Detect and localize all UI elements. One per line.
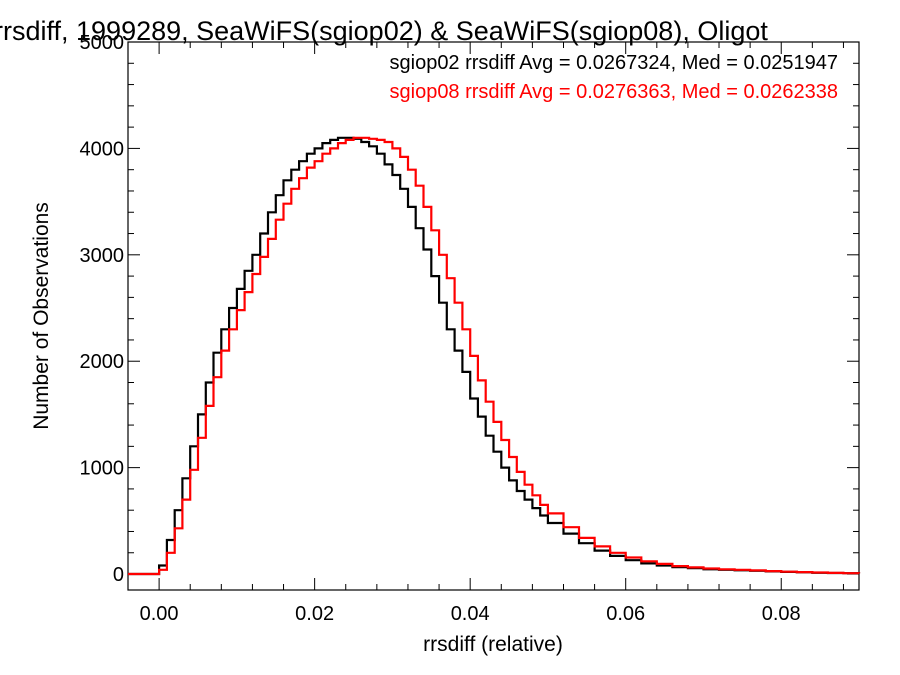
series-line-sgiop02 bbox=[128, 136, 861, 576]
x-tick-label: 0.08 bbox=[762, 603, 801, 625]
legend-entry-sgiop08: sgiop08 rrsdiff Avg = 0.0276363, Med = 0… bbox=[390, 81, 839, 103]
x-tick-label: 0.02 bbox=[295, 603, 334, 625]
y-tick-label: 2000 bbox=[80, 351, 125, 373]
x-tick-label: 0.04 bbox=[451, 603, 490, 625]
y-tick-label: 5000 bbox=[80, 32, 125, 54]
y-tick-label: 3000 bbox=[80, 245, 125, 267]
y-tick-label: 0 bbox=[113, 564, 124, 586]
legend-entry-sgiop02: sgiop02 rrsdiff Avg = 0.0267324, Med = 0… bbox=[390, 52, 839, 74]
x-tick-label: 0.06 bbox=[606, 603, 645, 625]
y-axis-label: Number of Observations bbox=[30, 202, 53, 430]
series-lines bbox=[128, 136, 861, 576]
chart-title: rrsdiff, 1999289, SeaWiFS(sgiop02) & Sea… bbox=[0, 16, 768, 46]
y-tick-label: 1000 bbox=[80, 458, 125, 480]
y-axis-ticks bbox=[128, 41, 859, 575]
plot-frame bbox=[127, 41, 860, 591]
y-tick-label: 4000 bbox=[80, 138, 125, 160]
series-line-sgiop08 bbox=[128, 136, 861, 576]
y-axis-tick-labels: 0 1000 2000 3000 4000 5000 bbox=[80, 32, 125, 586]
x-tick-label: 0.00 bbox=[140, 603, 179, 625]
x-axis-label: rrsdiff (relative) bbox=[423, 633, 563, 656]
x-axis-ticks bbox=[127, 42, 844, 590]
x-axis-tick-labels: 0.00 0.02 0.04 0.06 0.08 bbox=[140, 603, 801, 625]
